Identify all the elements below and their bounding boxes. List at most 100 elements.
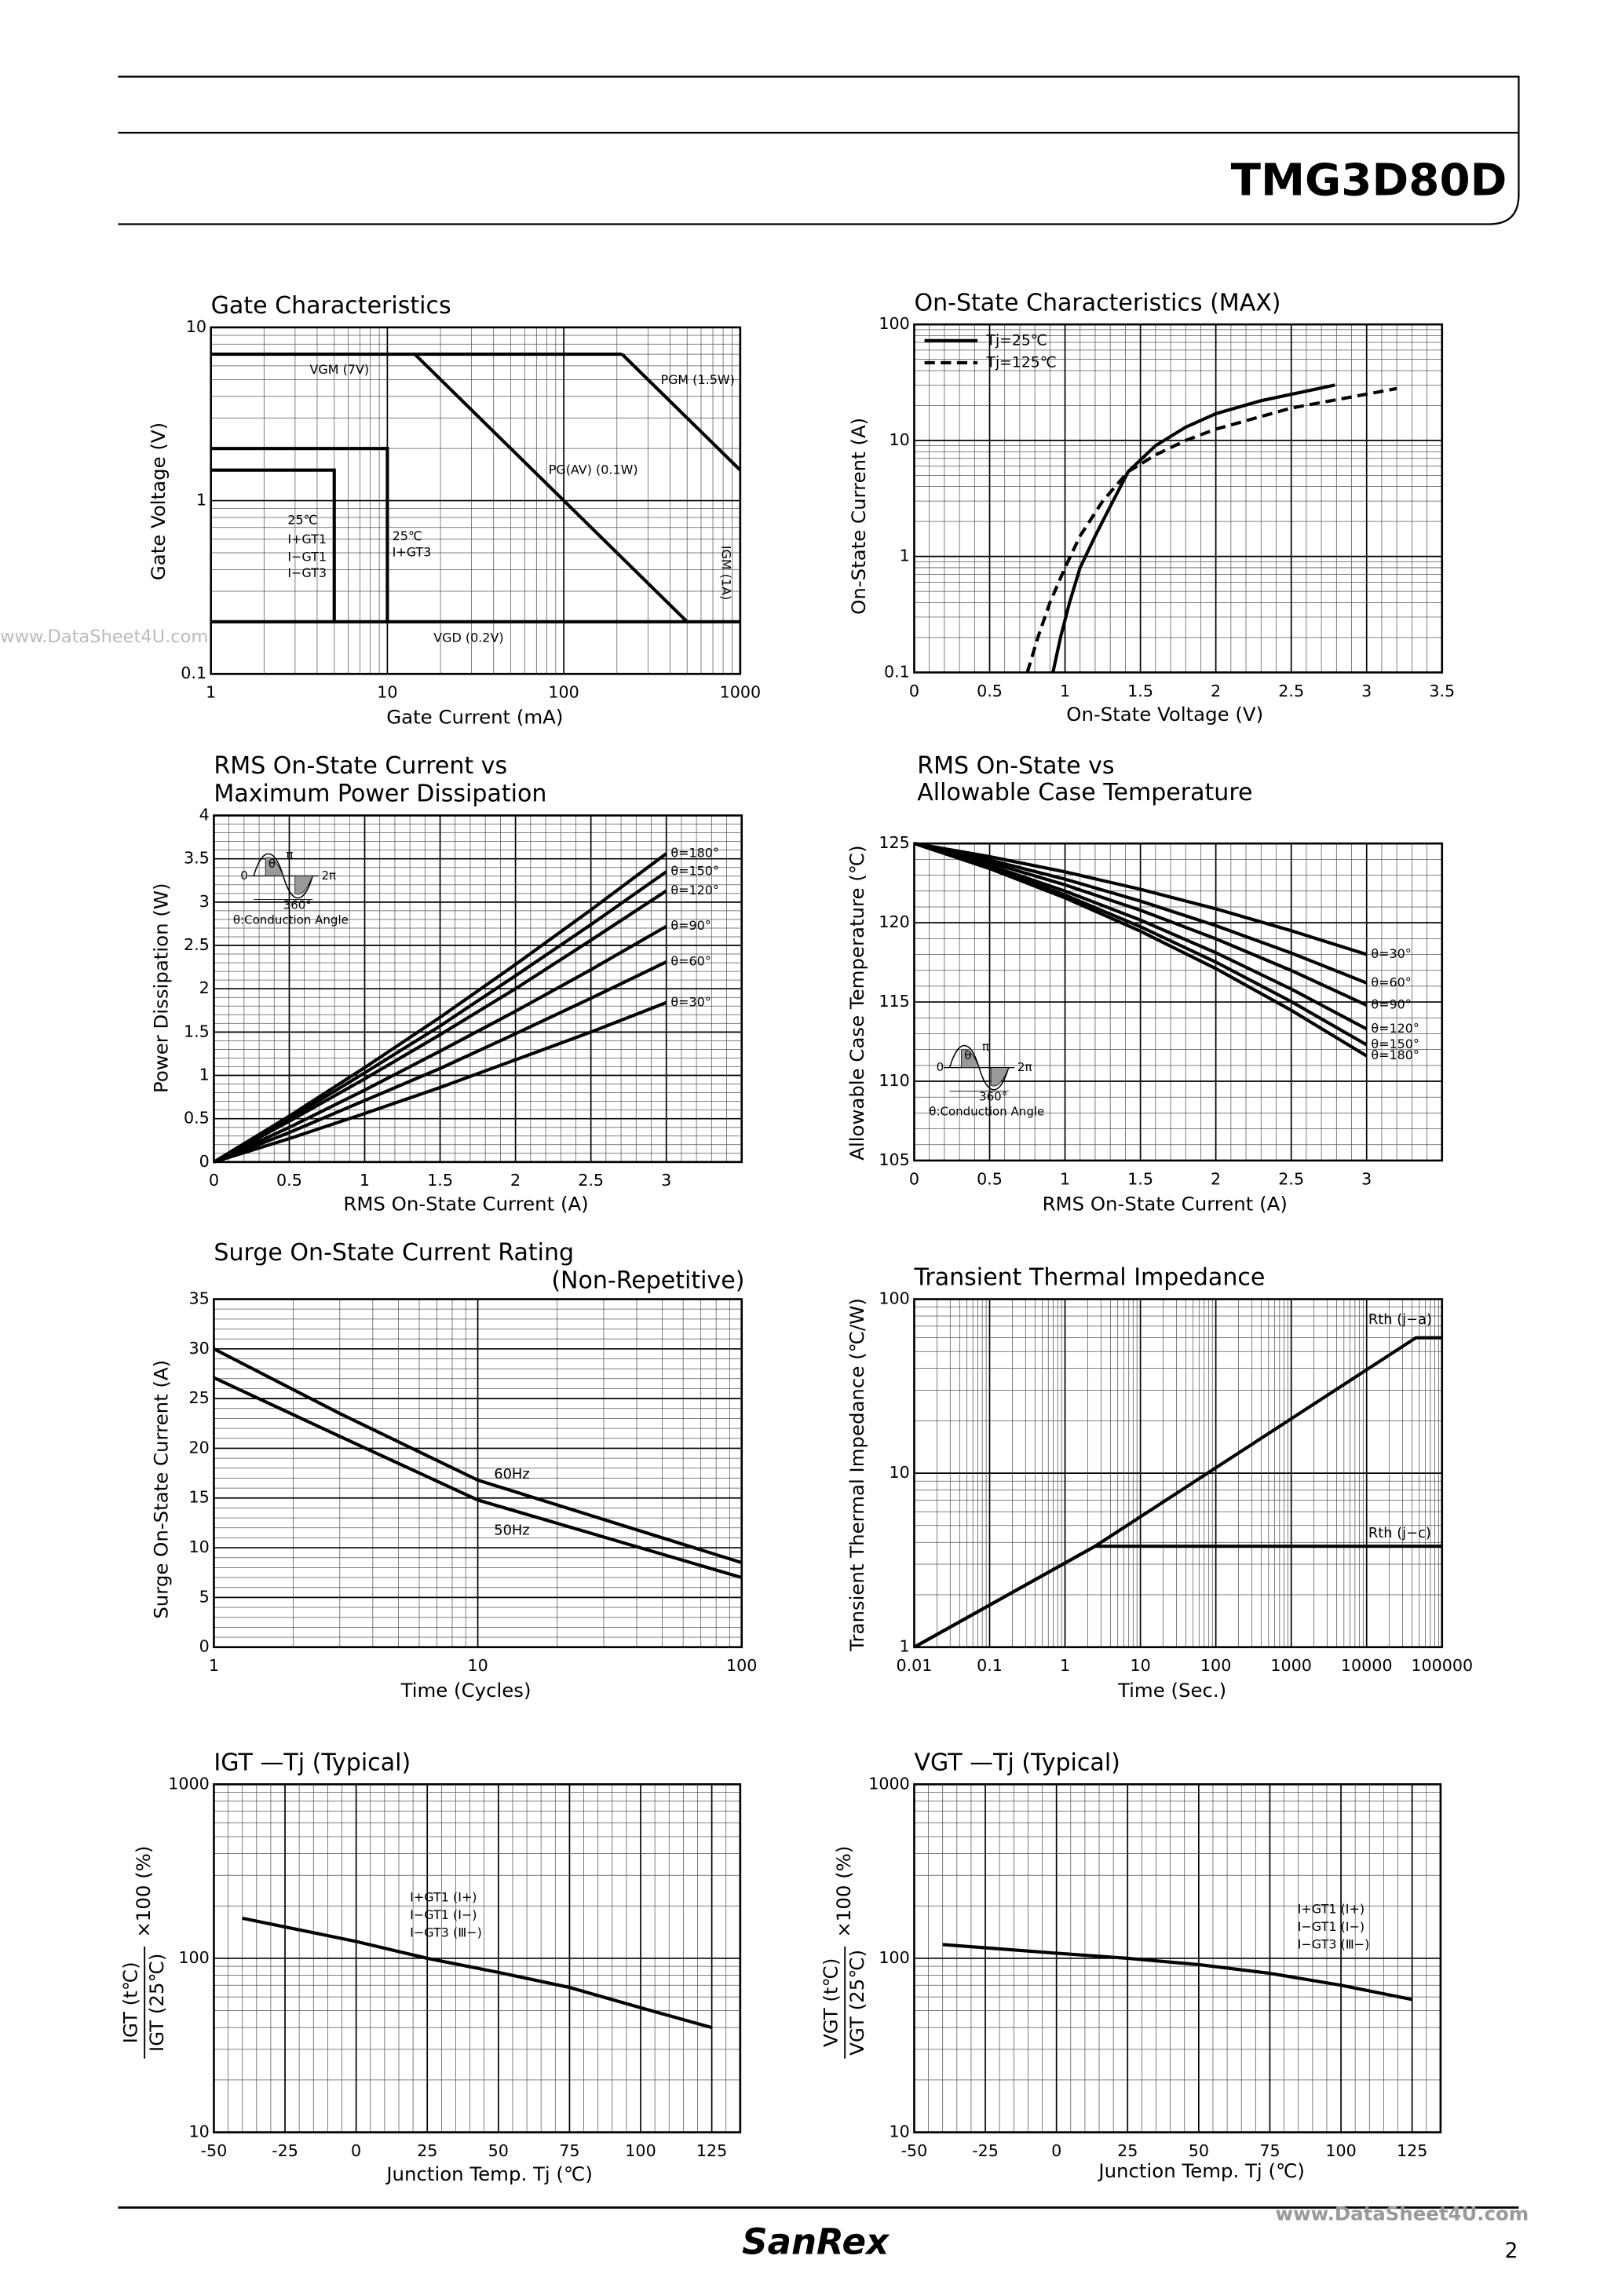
y-tick-label: 1 [900, 1637, 910, 1656]
chart-title: Surge On-State Current Rating [214, 1239, 574, 1267]
series-line [213, 889, 667, 1164]
y-axis-label: IGT (t℃) IGT (25℃) ×100 (%) [119, 1846, 168, 2059]
series-label: θ=60° [670, 953, 711, 968]
annotation: I−GT1 [287, 549, 327, 564]
y-tick-label: 105 [879, 1150, 909, 1169]
x-tick-label: 125 [696, 2141, 727, 2160]
x-tick-label: 25 [417, 2141, 437, 2160]
series-line [913, 842, 1368, 1058]
annotation: I−GT3 [287, 565, 327, 580]
x-tick-label: 1.5 [427, 1171, 453, 1190]
series-line [913, 1336, 1442, 1649]
y-axis-label: Surge On-State Current (A) [150, 1360, 173, 1619]
series-label: Rth (j−a) [1368, 1311, 1432, 1328]
x-tick-label: 75 [559, 2141, 579, 2160]
y-tick-label: 0 [199, 1152, 210, 1171]
inset-label: 2π [322, 868, 337, 883]
chart-title: RMS On-State vs [917, 752, 1114, 780]
x-tick-label: 100 [625, 2141, 656, 2160]
y-tick-label: 30 [189, 1339, 210, 1358]
x-tick-label: 1 [1060, 682, 1070, 700]
x-axis-label: Gate Current (mA) [386, 706, 563, 729]
x-tick-label: 1.5 [1127, 1169, 1153, 1188]
inset-label: π [982, 1040, 989, 1054]
chart-title: On-State Characteristics (MAX) [914, 289, 1280, 316]
x-tick-label: 3.5 [1429, 682, 1455, 700]
annotation: 25℃ [393, 528, 422, 543]
plot-frame [913, 1783, 1442, 2133]
x-tick-label: 1000 [1270, 1656, 1312, 1675]
y-label-numerator: IGT (t℃) [119, 1961, 141, 2043]
series-line [213, 852, 667, 1164]
x-tick-label: 125 [1397, 2141, 1427, 2160]
chart-title: Transient Thermal Impedance [913, 1264, 1265, 1292]
x-tick-label: -50 [201, 2141, 228, 2160]
page-number: 2 [1505, 2239, 1518, 2263]
y-tick-label: 2.5 [184, 935, 210, 954]
x-tick-label: 0 [1051, 2141, 1061, 2160]
series-label: θ=120° [670, 883, 719, 898]
inset-label: θ:Conduction Angle [233, 912, 349, 927]
annotation: I−GT1 (Ⅰ−) [410, 1907, 477, 1922]
y-label-unit: ×100 (%) [132, 1846, 155, 1938]
series-line [213, 1000, 667, 1164]
series-line [242, 1916, 713, 2030]
watermark: www.DataSheet4U.com [1276, 2203, 1529, 2225]
x-tick-label: 50 [1189, 2141, 1209, 2160]
y-tick-label: 10 [890, 1463, 910, 1482]
y-tick-label: 1000 [868, 1774, 910, 1793]
series-line [1025, 386, 1397, 673]
x-tick-label: -25 [272, 2141, 298, 2160]
series-label: Rth (j−c) [1368, 1525, 1431, 1541]
y-tick-label: 10 [890, 2122, 910, 2141]
annotation: IGM (1A) [719, 546, 734, 600]
x-axis-label: On-State Voltage (V) [1066, 703, 1263, 726]
annotation: 25℃ [287, 512, 317, 527]
x-tick-label: 1 [1060, 1656, 1070, 1675]
x-tick-label: 0 [351, 2141, 361, 2160]
plot-frame [213, 1783, 742, 2133]
y-tick-label: 5 [199, 1587, 210, 1606]
chart-title: Gate Characteristics [211, 292, 451, 320]
x-tick-label: 2.5 [1278, 682, 1304, 700]
inset-label: 2π [1017, 1060, 1032, 1074]
x-tick-label: 100 [1200, 1656, 1231, 1675]
y-axis-label: Allowable Case Temperature (℃) [846, 845, 868, 1160]
x-tick-label: 0 [209, 1171, 219, 1190]
x-tick-label: 10 [377, 683, 397, 702]
x-tick-label: 0.01 [896, 1656, 932, 1675]
annotation: PGM (1.5W) [660, 372, 734, 387]
y-tick-label: 0 [199, 1637, 210, 1656]
inset-label: θ:Conduction Angle [929, 1104, 1044, 1118]
x-tick-label: 100000 [1411, 1656, 1473, 1675]
annotation: I+GT1 [287, 532, 327, 547]
series-line [913, 842, 1368, 1007]
x-tick-label: 3 [1361, 1169, 1372, 1188]
series-line [213, 1347, 743, 1565]
inset-label: 0 [240, 868, 248, 883]
y-tick-label: 1 [199, 1066, 210, 1084]
y-axis-label: Gate Voltage (V) [147, 422, 170, 580]
y-tick-label: 0.5 [184, 1109, 210, 1128]
annotation: I−GT3 (Ⅲ−) [410, 1925, 482, 1940]
y-tick-label: 10 [189, 1537, 210, 1556]
inset-label: 360° [283, 898, 312, 912]
y-tick-label: 20 [189, 1438, 210, 1457]
x-tick-label: 75 [1259, 2141, 1280, 2160]
series-label: θ=180° [1371, 1047, 1419, 1062]
y-tick-label: 10 [189, 2122, 210, 2141]
y-label-numerator: VGT (t℃) [819, 1958, 842, 2047]
y-tick-label: 100 [879, 314, 909, 333]
y-tick-label: 3 [199, 892, 210, 911]
y-tick-label: 10 [186, 317, 206, 336]
footer-brand: SanRex [742, 2221, 890, 2262]
y-tick-label: 100 [879, 1289, 909, 1307]
series-line [213, 870, 667, 1164]
series-label: θ=30° [1371, 946, 1411, 961]
series-label: θ=90° [1371, 997, 1411, 1012]
inset-label: 0 [937, 1060, 944, 1074]
series-line [213, 960, 667, 1164]
inset-label: 360° [979, 1090, 1007, 1104]
